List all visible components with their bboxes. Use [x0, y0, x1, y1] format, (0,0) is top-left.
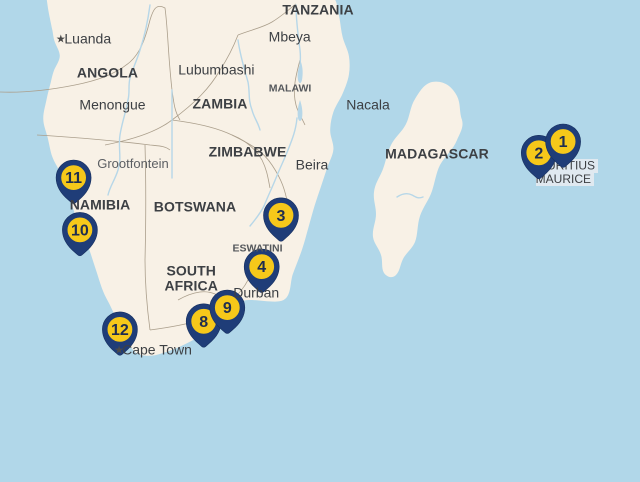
svg-text:12: 12	[111, 322, 129, 339]
svg-text:8: 8	[199, 314, 208, 331]
svg-text:1: 1	[559, 134, 568, 151]
svg-text:9: 9	[223, 300, 232, 317]
svg-text:3: 3	[277, 208, 286, 225]
svg-text:10: 10	[71, 222, 89, 239]
svg-text:4: 4	[257, 259, 266, 276]
svg-text:2: 2	[534, 145, 543, 162]
svg-text:11: 11	[65, 170, 82, 187]
